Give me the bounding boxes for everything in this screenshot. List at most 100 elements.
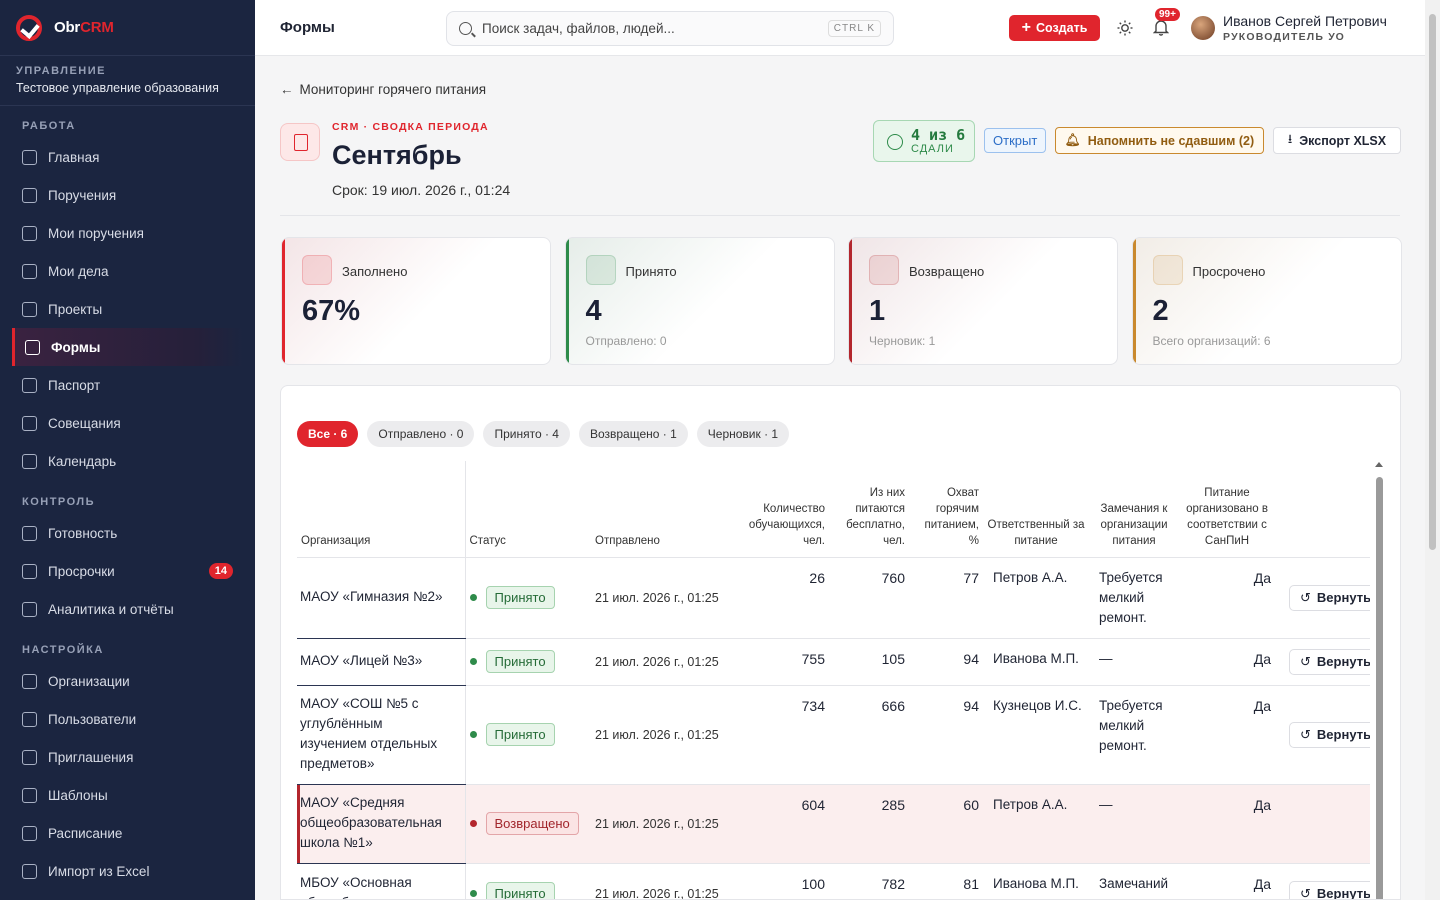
create-button[interactable]: + Создать: [1009, 15, 1100, 41]
return-button[interactable]: ↺ Вернуть: [1289, 584, 1370, 611]
sidebar-item[interactable]: Календарь: [0, 442, 255, 480]
column-header[interactable]: Статус: [465, 461, 591, 558]
sidebar-item[interactable]: Мои дела: [0, 252, 255, 290]
scroll-up-arrow[interactable]: [1375, 462, 1383, 467]
stat-card: Возвращено 1 Черновик: 1: [848, 237, 1118, 365]
calendar-icon: [22, 453, 37, 469]
page-scrollbar-thumb[interactable]: [1429, 14, 1436, 550]
sidebar-item[interactable]: Просрочки 14: [0, 552, 255, 590]
sidebar-item[interactable]: Главная: [0, 138, 255, 176]
brand-name-part: Obr: [54, 19, 81, 36]
return-button[interactable]: ↺ Вернуть: [1289, 648, 1370, 675]
avatar[interactable]: [1191, 16, 1215, 40]
sidebar-item-label: Просрочки: [48, 563, 115, 579]
return-button[interactable]: ↺ Вернуть: [1289, 721, 1370, 748]
column-header[interactable]: Питание организовано в соответствии с Са…: [1179, 461, 1275, 558]
return-label: Вернуть: [1316, 885, 1370, 900]
column-header[interactable]: Ответственный за питание: [983, 461, 1089, 558]
card-value: 2: [1152, 295, 1169, 327]
arrow-left-icon: ←: [280, 82, 294, 97]
sidebar-item-label: Календарь: [48, 453, 117, 469]
responsible-cell: Иванова М.П.: [983, 638, 1089, 686]
notes-cell: Замечаний нет: [1089, 863, 1179, 899]
column-header[interactable]: Замечания к организации питания: [1089, 461, 1179, 558]
user-name[interactable]: Иванов Сергей Петрович: [1223, 13, 1387, 29]
return-label: Вернуть: [1316, 589, 1370, 605]
sidebar-item-label: Импорт из Excel: [48, 863, 150, 879]
sun-icon[interactable]: [1117, 20, 1133, 36]
sidebar-item[interactable]: Паспорт: [0, 366, 255, 404]
sidebar-item[interactable]: Шаблоны: [0, 776, 255, 814]
column-header[interactable]: Из них питаются бесплатно, чел.: [829, 461, 909, 558]
table-row[interactable]: МАОУ «Гимназия №2» Принято 21 июл. 2026 …: [297, 557, 1370, 639]
filter-chip[interactable]: Возвращено · 1: [578, 421, 688, 447]
table-icon: [25, 339, 40, 355]
column-header[interactable]: Отправлено: [591, 461, 739, 558]
sidebar-section-title: КОНТРОЛЬ: [22, 496, 96, 508]
clipboard-list-icon: [280, 123, 320, 161]
filter-chip[interactable]: Все · 6: [297, 421, 359, 447]
undo-icon: [869, 255, 899, 285]
card-value: 1: [869, 295, 886, 327]
remind-button[interactable]: 🔔︎ Напомнить не сдавшим (2): [1055, 127, 1264, 154]
filter-chip[interactable]: Принято · 4: [483, 421, 570, 447]
sidebar-item[interactable]: Импорт из Excel: [0, 852, 255, 890]
column-header[interactable]: Организация: [297, 461, 466, 558]
topbar: Формы CTRL K + Создать 99+ Иванов Сергей …: [255, 0, 1425, 56]
table-row[interactable]: МАОУ «Средняя общеобразовательная школа …: [297, 784, 1370, 864]
download-icon: ⭳: [1287, 132, 1293, 146]
sidebar-item[interactable]: Поручения: [0, 176, 255, 214]
sidebar-item-label: Пользователи: [48, 711, 137, 727]
table-row[interactable]: МБОУ «Основная общеобразовательная Приня…: [297, 863, 1370, 900]
table-row[interactable]: МАОУ «Лицей №3» Принято 21 июл. 2026 г.,…: [297, 638, 1370, 686]
sidebar-item-label: Мои поручения: [48, 225, 144, 241]
sidebar-item[interactable]: Мои поручения: [0, 214, 255, 252]
sidebar-item[interactable]: Готовность: [0, 514, 255, 552]
table-scrollbar-thumb[interactable]: [1376, 477, 1383, 899]
coverage-cell: 94: [909, 638, 983, 686]
filter-chips: Все · 6 Отправлено · 0 Принято · 4 Возвраще…: [297, 421, 790, 447]
bell-ring-icon: 🔔︎: [1064, 133, 1081, 147]
status-dot: [469, 658, 477, 665]
report-icon: [22, 601, 37, 617]
sent-cell: 21 июл. 2026 г., 01:25: [591, 863, 739, 899]
search-input[interactable]: [482, 21, 812, 36]
actions-cell: ↺ Вернуть: [1275, 557, 1370, 639]
page-scrollbar[interactable]: [1425, 0, 1440, 900]
column-header[interactable]: Количество обучающихся, чел.: [739, 461, 829, 558]
filter-chip[interactable]: Черновик · 1: [696, 421, 790, 447]
card-accent-bar: [849, 238, 852, 364]
logo[interactable]: ObrCRM: [0, 0, 255, 56]
sidebar-item[interactable]: Совещания: [0, 404, 255, 442]
export-xlsx-button[interactable]: ⭳ Экспорт XLSX: [1273, 127, 1401, 154]
org-switcher[interactable]: УПРАВЛЕНИЕ Тестовое управление образован…: [0, 56, 255, 106]
search-box[interactable]: CTRL K: [446, 11, 894, 46]
back-link[interactable]: ← Мониторинг горячего питания: [280, 82, 486, 97]
sidebar-item[interactable]: Аналитика и отчёты: [0, 590, 255, 628]
responsible-cell: Петров А.А.: [983, 557, 1089, 639]
user-role: РУКОВОДИТЕЛЬ УО: [1223, 31, 1346, 43]
remind-label: Напомнить не сдавшим (2): [1087, 133, 1255, 148]
students-cell: 755: [739, 638, 829, 686]
export-label: Экспорт XLSX: [1299, 133, 1387, 148]
sidebar-item[interactable]: Расписание: [0, 814, 255, 852]
status-badge: Возвращено: [485, 812, 579, 835]
calendar-icon: [22, 415, 37, 431]
filter-chip[interactable]: Отправлено · 0: [367, 421, 475, 447]
checkbox-icon: [22, 225, 37, 241]
clock-icon: [1152, 255, 1183, 285]
free-meals-cell: 782: [829, 863, 909, 899]
count-badge: 14: [208, 563, 233, 579]
return-button[interactable]: ↺ Вернуть: [1289, 880, 1370, 900]
sidebar-item[interactable]: Пользователи: [0, 700, 255, 738]
table-scrollbar[interactable]: [1373, 462, 1383, 899]
column-header[interactable]: Охват горячим питанием, %: [909, 461, 983, 558]
bell-icon[interactable]: [1153, 18, 1169, 36]
column-header[interactable]: [1275, 461, 1370, 558]
status-badge: Принято: [485, 723, 555, 746]
sidebar-item[interactable]: Проекты: [0, 290, 255, 328]
sidebar-item[interactable]: Приглашения: [0, 738, 255, 776]
sidebar-item[interactable]: Организации: [0, 662, 255, 700]
table-row[interactable]: МАОУ «СОШ №5 с углублённым изучением отд…: [297, 685, 1370, 785]
sidebar-item[interactable]: Формы: [12, 328, 243, 366]
